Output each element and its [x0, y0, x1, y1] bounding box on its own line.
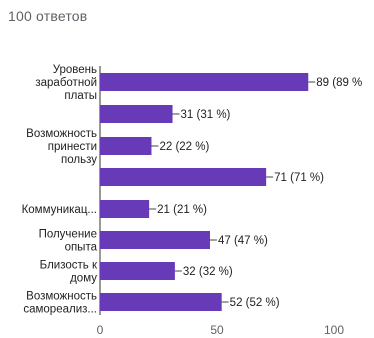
bar-3	[100, 168, 267, 186]
category-label-0-2: платы	[64, 90, 97, 102]
category-label-6-0: Близость к	[40, 260, 98, 272]
bar-4	[100, 200, 150, 218]
x-tick-label-2: 100	[324, 323, 344, 337]
data-label-2: 22 (22 %)	[159, 141, 209, 153]
data-label-0: 89 (89 %	[316, 77, 362, 89]
response-count: 100 ответов	[8, 8, 88, 24]
category-label-7-1: самореализ...	[23, 304, 97, 316]
data-label-5: 47 (47 %)	[218, 235, 268, 247]
bar-6	[100, 262, 175, 280]
data-label-7: 52 (52 %)	[230, 297, 280, 309]
bar-2	[100, 137, 152, 155]
category-label-0-0: Уровень	[53, 64, 97, 76]
bar-0	[100, 73, 309, 91]
x-tick-label-1: 50	[210, 323, 224, 337]
category-label-4-0: Коммуникац...	[22, 204, 97, 216]
data-label-6: 32 (32 %)	[183, 266, 233, 278]
x-tick-label-0: 0	[97, 323, 104, 337]
bar-7	[100, 293, 222, 311]
category-label-2-0: Возможность	[26, 128, 97, 140]
category-label-5-1: опыта	[65, 242, 98, 254]
category-label-2-1: принести	[48, 141, 97, 153]
category-label-7-0: Возможность	[26, 291, 97, 303]
bar-1	[100, 105, 173, 123]
data-label-4: 21 (21 %)	[157, 204, 207, 216]
category-labels: УровеньзаработнойплатыВозможностьпринест…	[22, 64, 98, 316]
category-label-6-1: дому	[70, 273, 97, 285]
category-label-5-0: Получение	[39, 229, 97, 241]
category-label-2-2: пользу	[61, 154, 97, 166]
data-label-3: 71 (71 %)	[274, 172, 324, 184]
category-label-0-1: заработной	[35, 77, 97, 89]
bar-5	[100, 231, 210, 249]
data-label-1: 31 (31 %)	[181, 109, 231, 121]
